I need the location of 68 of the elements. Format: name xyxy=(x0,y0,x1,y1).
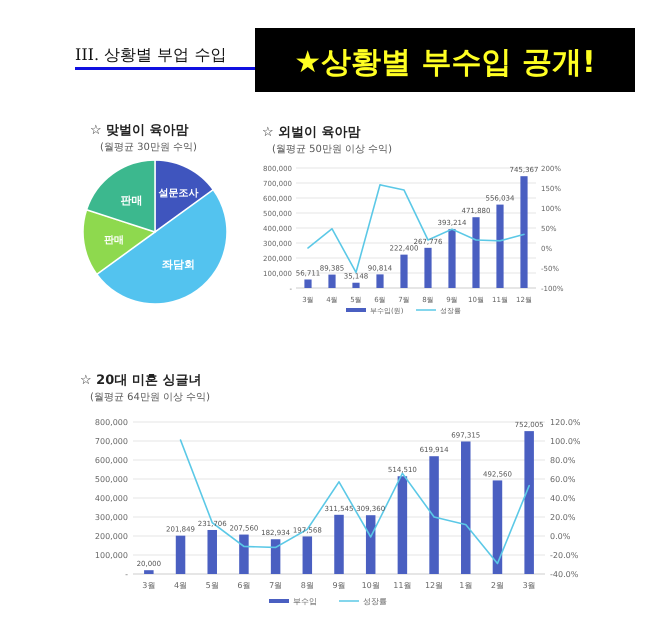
bar xyxy=(176,536,186,574)
chart-title: ☆ 맞벌이 육아맘 xyxy=(90,123,189,138)
bar xyxy=(366,515,376,574)
chart-subtitle: (월평균 64만원 이상 수익) xyxy=(90,392,210,403)
bar xyxy=(328,274,336,288)
y-tick-label: - xyxy=(125,570,128,579)
x-tick-label: 1월 xyxy=(459,581,472,590)
bar xyxy=(424,248,432,288)
y2-tick-label: 100.0% xyxy=(550,437,581,446)
chart-title: ☆ 20대 미혼 싱글녀 xyxy=(80,373,202,388)
y2-tick-label: 0.0% xyxy=(550,532,571,541)
chart-title: ☆ 외벌이 육아맘 xyxy=(262,125,361,140)
y-tick-label: 800,000 xyxy=(94,418,128,427)
slice-label: 좌담회 xyxy=(162,258,195,272)
y-tick-label: 200,000 xyxy=(94,532,128,541)
y2-tick-label: -40.0% xyxy=(550,570,579,579)
x-tick-label: 10월 xyxy=(362,581,380,590)
bar xyxy=(496,204,504,288)
x-tick-label: 3월 xyxy=(142,581,156,590)
x-tick-label: 8월 xyxy=(300,581,314,590)
x-tick-label: 5월 xyxy=(206,581,219,590)
x-tick-label: 3월 xyxy=(522,581,536,590)
slice-label: 판매 xyxy=(120,194,143,207)
bar xyxy=(448,229,456,288)
legend-label: 부수입 xyxy=(293,597,317,606)
y2-tick-label: 20.0% xyxy=(550,513,576,522)
bar xyxy=(520,176,528,288)
bar xyxy=(376,274,384,288)
chart-subtitle: (월평균 30만원 수익) xyxy=(100,142,197,153)
bar xyxy=(398,476,408,574)
y2-tick-label: 40.0% xyxy=(550,494,576,503)
x-tick-label: 9월 xyxy=(332,581,346,590)
bar xyxy=(239,534,249,574)
bar xyxy=(461,442,471,574)
x-tick-label: 4월 xyxy=(174,581,188,590)
text: ★상황별 부수입 공개! xyxy=(294,45,596,80)
y-tick-label: 100,000 xyxy=(94,551,128,560)
bar xyxy=(400,254,408,288)
slice-label: 판매 xyxy=(104,234,124,246)
x-tick-label: 12월 xyxy=(424,581,444,590)
x-tick-label: 7월 xyxy=(269,581,282,590)
y-tick-label: 400,000 xyxy=(94,494,128,503)
bar xyxy=(352,282,360,288)
y-tick-label: 300,000 xyxy=(94,513,128,522)
y2-tick-label: 80.0% xyxy=(550,456,576,465)
bar xyxy=(524,431,534,574)
bar xyxy=(492,480,502,574)
bar xyxy=(429,456,439,574)
y2-tick-label: -20.0% xyxy=(550,551,579,560)
bar xyxy=(144,570,154,574)
y2-tick-label: 60.0% xyxy=(550,475,576,484)
bar xyxy=(304,279,312,288)
y-tick-label: 700,000 xyxy=(94,437,128,446)
x-tick-label: 2월 xyxy=(490,581,504,590)
x-tick-label: 6월 xyxy=(237,581,250,590)
text: III. 상황별 부업 수입 xyxy=(75,45,226,64)
slice-label: 설문조사 xyxy=(158,188,198,200)
bar xyxy=(334,514,344,574)
bar xyxy=(207,530,217,574)
bar xyxy=(302,536,312,574)
y-tick-label: 600,000 xyxy=(94,456,128,465)
x-tick-label: 11월 xyxy=(393,581,412,590)
bar xyxy=(472,217,480,288)
y-tick-label: 500,000 xyxy=(94,475,128,484)
bar xyxy=(270,539,280,574)
legend-label: 성장률 xyxy=(363,597,387,606)
y2-tick-label: 120.0% xyxy=(550,418,581,427)
chart-subtitle: (월평균 50만원 이상 수익) xyxy=(272,144,392,155)
